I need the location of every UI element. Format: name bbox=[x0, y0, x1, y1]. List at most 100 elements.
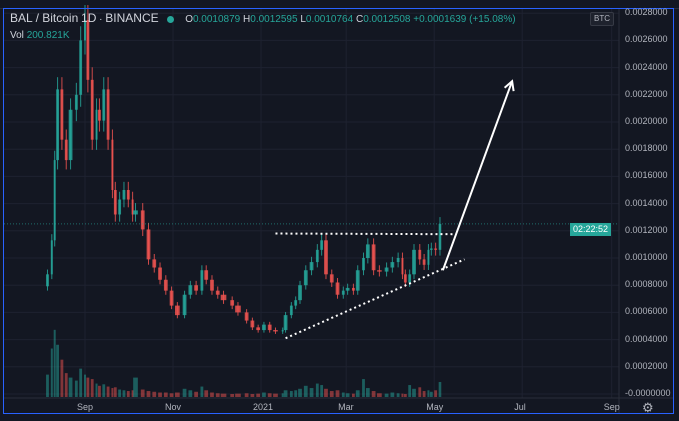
close-value: 0.0012508 bbox=[363, 14, 411, 25]
candle-body bbox=[182, 294, 187, 316]
y-tick-label: 0.0012000 bbox=[625, 224, 668, 235]
candle-body bbox=[294, 300, 298, 306]
y-tick-label: 0.0006000 bbox=[625, 306, 668, 317]
volume-bar bbox=[133, 377, 138, 397]
volume-bar bbox=[126, 391, 130, 397]
candle-body bbox=[131, 199, 134, 215]
volume-bar bbox=[429, 391, 433, 397]
volume-bar bbox=[79, 368, 83, 397]
candle-body bbox=[204, 270, 209, 280]
volume-bar bbox=[163, 392, 168, 397]
gear-icon[interactable]: ⚙ bbox=[642, 400, 654, 415]
candle-body bbox=[235, 305, 241, 313]
candle-body bbox=[267, 324, 272, 331]
candle-body bbox=[345, 287, 350, 291]
candle-body bbox=[152, 259, 157, 268]
y-tick-label: 0.0024000 bbox=[625, 61, 668, 72]
candle-body bbox=[68, 109, 73, 161]
volume-bar bbox=[131, 390, 134, 397]
volume-bar bbox=[281, 393, 284, 397]
volume-bar bbox=[200, 386, 204, 397]
volume-bar bbox=[309, 388, 314, 397]
volume-bar bbox=[396, 393, 400, 397]
volume-bar bbox=[412, 388, 416, 397]
volume-bar bbox=[86, 377, 90, 397]
interval[interactable]: 1D bbox=[81, 11, 97, 25]
candle-body bbox=[122, 190, 126, 200]
volume-bar bbox=[335, 390, 340, 397]
volume-bar bbox=[427, 390, 430, 397]
candle-body bbox=[163, 279, 168, 291]
high-label: H bbox=[243, 14, 251, 25]
volume-bar bbox=[341, 392, 345, 397]
candle-body bbox=[46, 274, 49, 287]
candle-body bbox=[329, 274, 334, 283]
volume-bar bbox=[371, 391, 376, 397]
x-tick-label: Sep bbox=[77, 402, 94, 412]
volume-bar bbox=[401, 393, 404, 397]
volume-bar bbox=[74, 380, 78, 397]
candle-body bbox=[56, 89, 59, 161]
volume-bar bbox=[298, 388, 302, 397]
volume-bar bbox=[390, 392, 395, 397]
arrow-head-icon bbox=[503, 79, 515, 92]
candle-body bbox=[390, 262, 395, 268]
volume-bar bbox=[50, 348, 53, 397]
candle-body bbox=[434, 248, 438, 250]
volume-bar bbox=[438, 382, 442, 397]
candle-body bbox=[324, 240, 328, 275]
volume-bar bbox=[215, 393, 220, 397]
candle-body bbox=[106, 89, 110, 140]
y-tick-label: -0.0000000 bbox=[625, 388, 671, 398]
candle-body bbox=[111, 139, 114, 191]
x-tick-label: Mar bbox=[338, 402, 354, 412]
candle-body bbox=[169, 290, 174, 306]
candle-body bbox=[53, 160, 56, 241]
trendline bbox=[275, 232, 456, 236]
volume-label: Vol bbox=[10, 30, 24, 41]
volume-bar bbox=[56, 344, 59, 397]
candle-body bbox=[250, 320, 255, 328]
candle-body bbox=[200, 270, 204, 291]
candle-body bbox=[262, 324, 266, 331]
y-tick-label: 0.0018000 bbox=[625, 143, 668, 154]
candle-body bbox=[384, 267, 389, 272]
volume-bar bbox=[256, 393, 261, 397]
candle-body bbox=[98, 109, 101, 121]
volume-bar bbox=[235, 393, 241, 397]
volume-bar bbox=[303, 385, 308, 397]
candle-body bbox=[220, 294, 227, 301]
volume-value: 200.821K bbox=[26, 30, 70, 41]
volume-bar bbox=[169, 393, 174, 397]
volume-bar bbox=[64, 373, 68, 397]
candle-body bbox=[396, 258, 400, 263]
open-value: 0.0010879 bbox=[192, 14, 241, 25]
volume-bar bbox=[273, 393, 278, 397]
volume-bar bbox=[106, 386, 110, 397]
volume-bar bbox=[122, 390, 126, 397]
candle-body bbox=[371, 244, 376, 271]
y-tick-label: 0.0022000 bbox=[625, 88, 668, 99]
currency-badge[interactable]: BTC bbox=[590, 12, 614, 26]
volume-bar bbox=[384, 393, 389, 397]
high-value: 0.0012595 bbox=[250, 14, 298, 25]
volume-bar bbox=[46, 374, 49, 397]
candle-body bbox=[133, 210, 138, 215]
volume-bar bbox=[220, 393, 227, 397]
volume-bar bbox=[434, 390, 438, 397]
candle-body bbox=[230, 300, 235, 306]
candle-body bbox=[427, 249, 430, 265]
candle-body bbox=[351, 287, 355, 291]
candle-body bbox=[365, 244, 370, 259]
forecast-arrow bbox=[441, 80, 514, 271]
candle-body bbox=[401, 258, 404, 275]
candle-body bbox=[315, 249, 319, 263]
candle-body bbox=[84, 20, 86, 41]
chart-frame bbox=[3, 8, 674, 414]
market-status-icon bbox=[167, 15, 175, 23]
volume-bar bbox=[113, 387, 117, 397]
symbol-legend: BAL / Bitcoin 1D · BINANCE O0.0010879 H0… bbox=[10, 11, 516, 25]
volume-bar bbox=[53, 329, 56, 397]
symbol-name[interactable]: BAL / Bitcoin bbox=[10, 11, 79, 25]
